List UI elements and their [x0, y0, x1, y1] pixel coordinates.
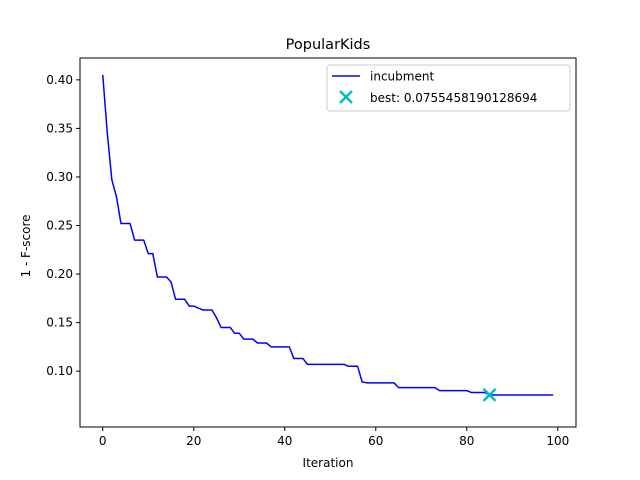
legend: incubment best: 0.0755458190128694: [326, 64, 571, 112]
legend-box: [326, 64, 571, 112]
legend-x-icon: [339, 90, 353, 104]
y-tick-label: 0.40: [46, 73, 73, 87]
x-tick-label: 40: [277, 434, 292, 448]
x-axis-label: Iteration: [303, 456, 354, 470]
y-tick-label: 0.20: [46, 267, 73, 281]
legend-label-best: best: 0.0755458190128694: [370, 91, 537, 105]
x-axis-ticks: 0 20 40 60 80 100: [99, 427, 569, 448]
y-tick-label: 0.10: [46, 364, 73, 378]
y-axis-ticks: 0.10 0.15 0.20 0.25 0.30 0.35 0.40: [46, 73, 80, 378]
legend-best-marker: [339, 90, 353, 104]
y-tick-label: 0.15: [46, 316, 73, 330]
y-tick-label: 0.30: [46, 170, 73, 184]
y-tick-label: 0.25: [46, 219, 73, 233]
best-point-marker: [482, 388, 497, 402]
series-layer: [102, 74, 554, 402]
chart-title: PopularKids: [286, 37, 371, 53]
y-axis-label: 1 - F-score: [19, 214, 33, 277]
axes-frame: [79, 57, 577, 428]
x-tick-label: 80: [459, 434, 474, 448]
x-tick-label: 20: [186, 434, 201, 448]
y-tick-label: 0.35: [46, 121, 73, 135]
legend-label-incubment: incubment: [370, 70, 434, 84]
series-line-incubment: [102, 74, 554, 396]
x-tick-label: 100: [546, 434, 569, 448]
x-tick-label: 60: [368, 434, 383, 448]
x-tick-label: 0: [99, 434, 107, 448]
